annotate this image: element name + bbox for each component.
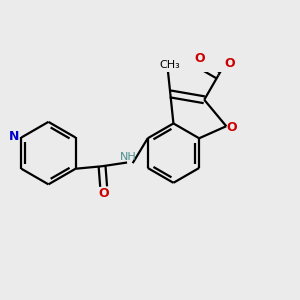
Text: O: O	[225, 57, 235, 70]
Text: N: N	[9, 130, 20, 143]
Text: NH: NH	[120, 152, 137, 163]
Text: O: O	[98, 187, 109, 200]
Text: O: O	[226, 121, 237, 134]
Text: CH₃: CH₃	[159, 60, 180, 70]
Text: O: O	[195, 52, 205, 65]
